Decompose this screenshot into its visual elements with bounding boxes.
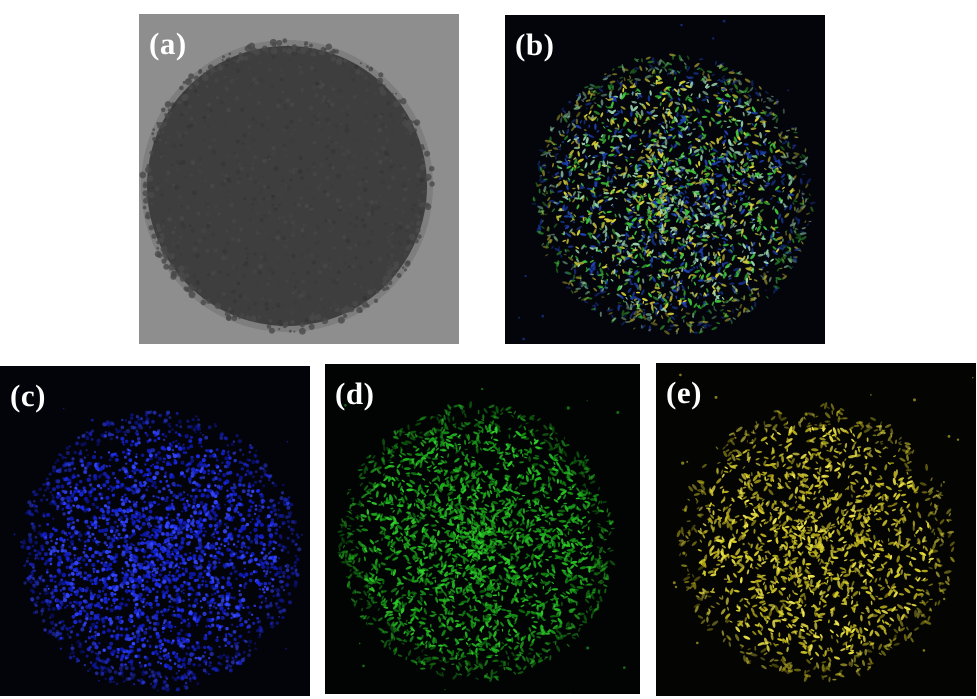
panel-label-a: (a): [149, 26, 187, 61]
composite-element-map: [518, 19, 816, 341]
panel-b-composite-map: (b): [505, 15, 825, 344]
panel-a-sem-image: (a): [139, 14, 459, 344]
panel-label-e: (e): [666, 375, 702, 410]
panel-label-b: (b): [515, 27, 555, 62]
green-element-map: [337, 387, 626, 694]
panel-d-green-map: (d): [325, 364, 640, 694]
panel-label-c: (c): [10, 378, 46, 413]
yellow-element-map: [672, 373, 974, 683]
panel-c-blue-map: (c): [0, 366, 310, 696]
panel-e-yellow-map: (e): [656, 363, 976, 696]
particle-micrograph: [139, 38, 435, 335]
blue-element-map: [13, 391, 303, 692]
panel-label-d: (d): [335, 376, 375, 411]
